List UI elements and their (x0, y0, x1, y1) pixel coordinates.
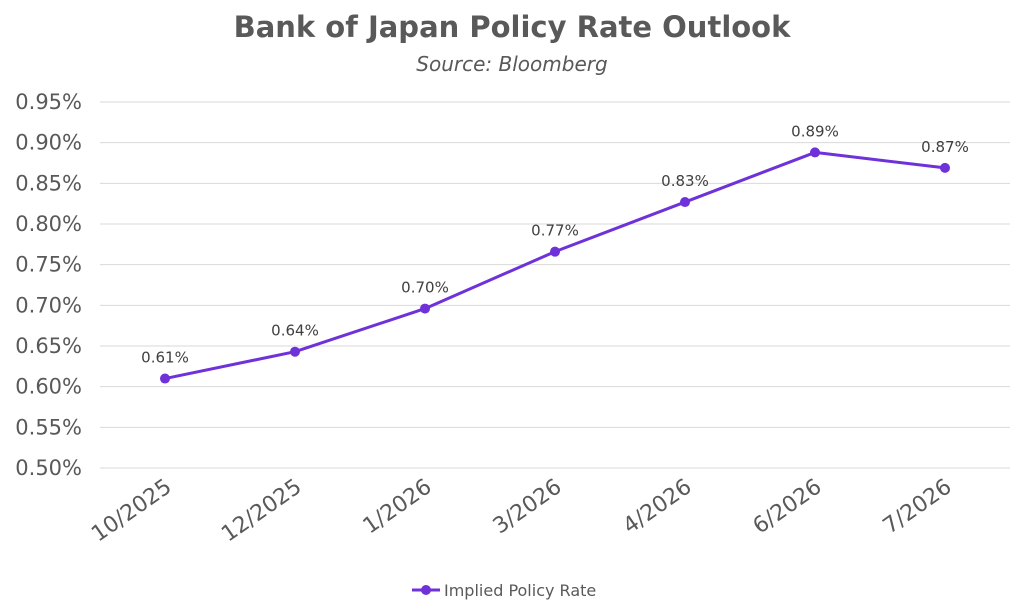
x-tick-label: 6/2026 (749, 474, 827, 539)
data-point (550, 246, 560, 257)
y-tick-label: 0.85% (15, 171, 82, 195)
x-tick-label: 1/2026 (359, 474, 437, 539)
data-point (290, 346, 300, 357)
x-tick-label: 3/2026 (489, 474, 567, 539)
legend-label: Implied Policy Rate (444, 581, 596, 600)
y-tick-label: 0.65% (15, 334, 82, 358)
x-tick-label: 4/2026 (619, 474, 697, 539)
x-tick-label: 12/2025 (217, 474, 306, 547)
y-tick-label: 0.95% (15, 90, 82, 114)
data-label: 0.77% (531, 222, 579, 240)
chart-subtitle: Source: Bloomberg (416, 52, 608, 76)
y-tick-label: 0.55% (15, 415, 82, 439)
gridlines (100, 101, 1010, 469)
chart-title: Bank of Japan Policy Rate Outlook (233, 10, 791, 44)
y-tick-label: 0.60% (15, 375, 82, 399)
x-tick-label: 10/2025 (87, 474, 176, 547)
y-axis-ticks: 0.50% 0.55% 0.60% 0.65% 0.70% 0.75% 0.80% 0.85%… (15, 90, 82, 480)
y-tick-label: 0.75% (15, 253, 82, 277)
data-label: 0.87% (921, 138, 969, 156)
y-tick-label: 0.70% (15, 293, 82, 317)
legend: Implied Policy Rate (412, 581, 596, 600)
data-labels: 0.61% 0.64% 0.70% 0.77% 0.83% 0.89% 0.87% (141, 122, 969, 366)
y-tick-label: 0.90% (15, 131, 82, 155)
y-tick-label: 0.80% (15, 212, 82, 236)
data-label: 0.61% (141, 349, 189, 367)
data-point (680, 197, 690, 208)
data-label: 0.64% (271, 322, 319, 340)
data-point (160, 373, 170, 384)
series-line (164, 150, 946, 381)
data-point (810, 147, 820, 158)
y-tick-label: 0.50% (15, 456, 82, 480)
legend-marker-icon (421, 585, 431, 595)
data-point (420, 303, 430, 314)
series-implied-policy-rate (160, 147, 950, 384)
x-axis-ticks: 10/2025 12/2025 1/2026 3/2026 4/2026 6/2026 7/… (87, 474, 956, 547)
data-label: 0.83% (661, 172, 709, 190)
data-label: 0.89% (791, 122, 839, 140)
data-point (940, 162, 950, 173)
data-label: 0.70% (401, 279, 449, 297)
x-tick-label: 7/2026 (879, 474, 957, 539)
